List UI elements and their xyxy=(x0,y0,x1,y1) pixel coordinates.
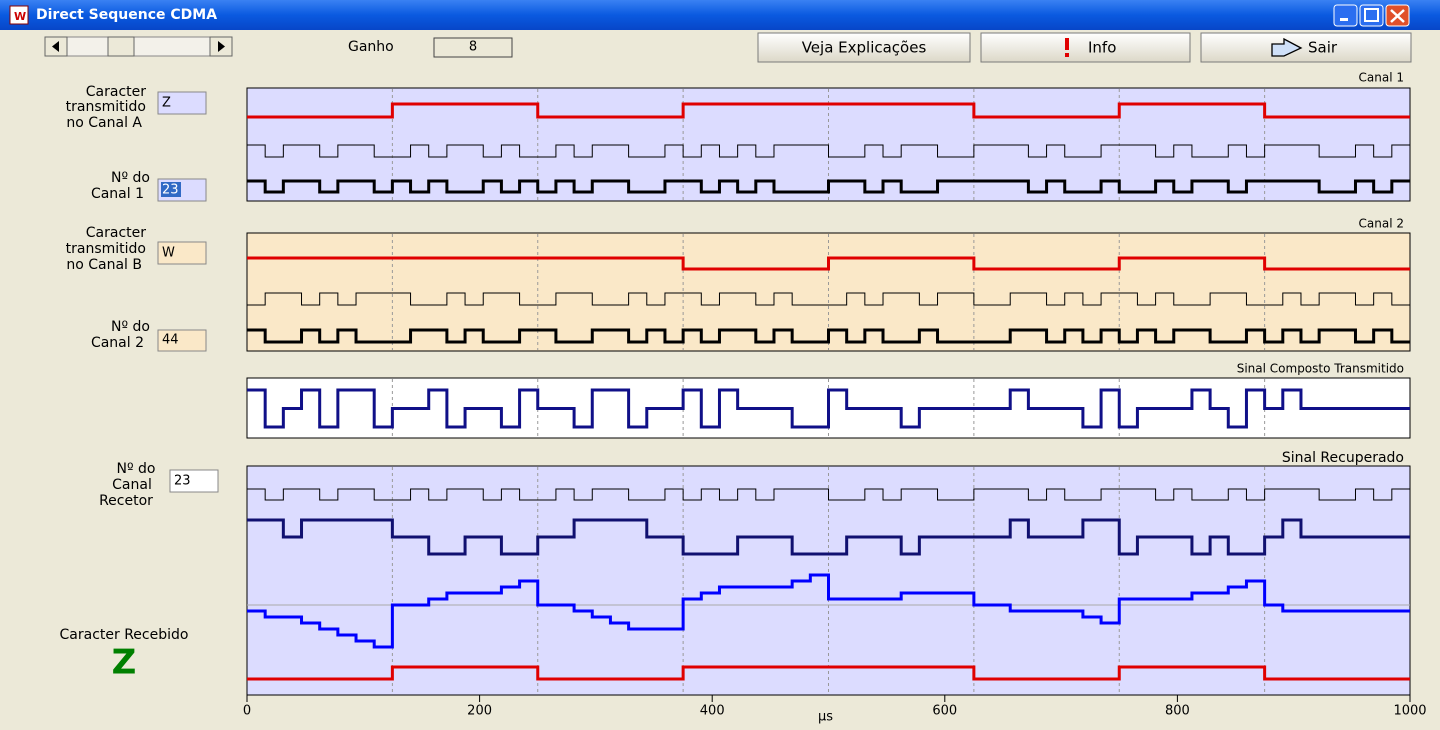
spread-signal xyxy=(247,179,1410,194)
char-value: W xyxy=(162,246,175,261)
gain-field xyxy=(433,37,513,58)
x-tick-label: 800 xyxy=(1165,704,1190,719)
button-label: Veja Explicações xyxy=(802,39,927,57)
code-label: Nº do xyxy=(111,170,150,186)
x-tick-label: 0 xyxy=(243,704,251,719)
char-field[interactable] xyxy=(157,91,207,115)
panel-title: Canal 2 xyxy=(1359,217,1404,231)
char-label: transmitido xyxy=(66,241,146,257)
code-label: Nº do xyxy=(117,461,156,477)
code-field[interactable] xyxy=(157,329,207,352)
close-button[interactable] xyxy=(1385,4,1410,27)
pn-code xyxy=(247,292,1410,306)
data-bits xyxy=(247,102,1410,119)
gain-scrollbar[interactable] xyxy=(44,36,233,57)
char-label: no Canal A xyxy=(66,115,142,131)
selection xyxy=(161,182,181,197)
x-tick-label: 1000 xyxy=(1393,704,1426,719)
x-tick-label: 400 xyxy=(700,704,725,719)
code-label: Canal xyxy=(112,477,152,493)
code-field[interactable] xyxy=(169,469,219,493)
code-label: Canal 2 xyxy=(91,335,144,351)
app-icon xyxy=(9,5,29,25)
char-label: no Canal B xyxy=(66,257,142,273)
data-bits xyxy=(247,256,1410,271)
window-title: Direct Sequence CDMA xyxy=(36,7,217,23)
exit-button[interactable]: Sair xyxy=(1200,32,1412,63)
code-label: Canal 1 xyxy=(91,186,144,202)
spread-signal xyxy=(247,328,1410,344)
char-value: Z xyxy=(162,96,171,111)
pn-code xyxy=(247,488,1410,501)
despread-signal xyxy=(247,518,1410,556)
gain-value: 8 xyxy=(469,40,477,55)
integrator-signal xyxy=(247,573,1410,649)
panel-title: Sinal Recuperado xyxy=(1282,450,1404,466)
received-label: Caracter Recebido xyxy=(60,627,189,643)
x-tick-label: 600 xyxy=(932,704,957,719)
char-field[interactable] xyxy=(157,241,207,265)
code-value: 23 xyxy=(174,474,191,489)
explain-button[interactable]: Veja Explicações xyxy=(757,32,971,63)
recovered-bits xyxy=(247,665,1410,681)
x-axis-label: µs xyxy=(818,710,833,725)
code-value: 23 xyxy=(162,183,179,198)
minimize-button[interactable] xyxy=(1333,4,1358,27)
code-label: Recetor xyxy=(99,493,153,509)
panel-title: Canal 1 xyxy=(1359,71,1404,85)
char-label: transmitido xyxy=(66,99,146,115)
char-label: Caracter xyxy=(86,225,146,241)
maximize-button[interactable] xyxy=(1359,4,1384,27)
button-label: Info xyxy=(1088,39,1116,57)
received-char: Z xyxy=(112,643,137,683)
panel-title: Sinal Composto Transmitido xyxy=(1237,362,1404,376)
x-tick-label: 200 xyxy=(467,704,492,719)
title-bar xyxy=(0,0,1440,30)
code-label: Nº do xyxy=(111,319,150,335)
gain-label: Ganho xyxy=(348,39,394,55)
composite-signal xyxy=(247,388,1410,429)
info-button[interactable]: Info xyxy=(980,32,1191,63)
pn-code xyxy=(247,144,1410,158)
char-label: Caracter xyxy=(86,84,146,100)
app-icon-glyph: W xyxy=(14,10,26,23)
code-value: 44 xyxy=(162,333,179,348)
button-label: Sair xyxy=(1308,39,1338,57)
